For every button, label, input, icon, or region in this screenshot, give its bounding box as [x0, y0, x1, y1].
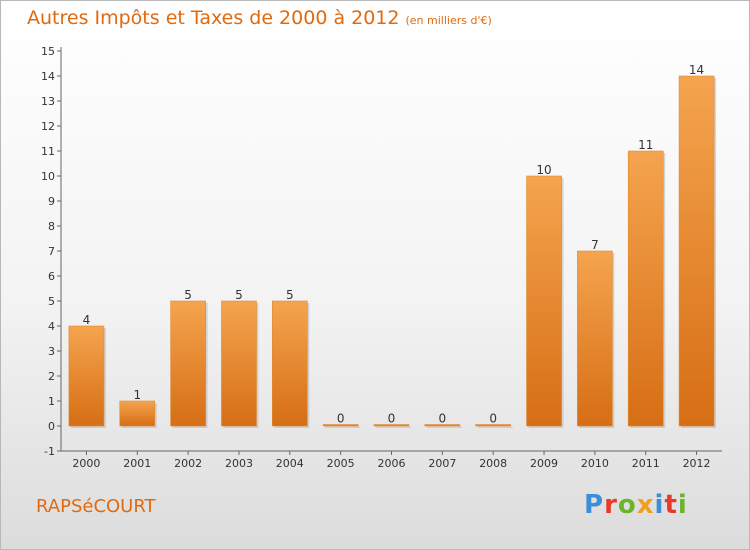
x-tick-label: 2001 — [123, 457, 151, 470]
x-tick-label: 2010 — [581, 457, 609, 470]
logo-letter: i — [654, 490, 665, 520]
logo-letter: r — [604, 490, 618, 520]
y-tick-label: 1 — [48, 395, 55, 408]
bar-shadow — [426, 426, 462, 428]
data-label: 11 — [638, 138, 653, 152]
y-tick-label: 10 — [41, 170, 55, 183]
x-tick-label: 2012 — [683, 457, 711, 470]
data-label: 0 — [439, 412, 447, 426]
x-tick-label: 2002 — [174, 457, 202, 470]
x-tick-label: 2004 — [276, 457, 304, 470]
x-tick-label: 2003 — [225, 457, 253, 470]
bar — [577, 250, 613, 427]
y-tick-label: 6 — [48, 270, 55, 283]
x-tick-label: 2009 — [530, 457, 558, 470]
proxiti-logo: Proxiti — [584, 490, 688, 520]
bar — [678, 75, 715, 427]
y-tick-label: 8 — [48, 220, 55, 233]
x-tick-label: 2000 — [72, 457, 100, 470]
bar — [272, 300, 308, 427]
bar — [475, 424, 511, 427]
y-tick-label: 4 — [48, 320, 55, 333]
y-tick-label: 9 — [48, 195, 55, 208]
bar — [627, 150, 664, 427]
data-label: 5 — [286, 288, 294, 302]
y-tick-label: 7 — [48, 245, 55, 258]
x-tick-label: 2008 — [479, 457, 507, 470]
y-tick-label: -1 — [44, 445, 55, 458]
y-tick-label: 15 — [41, 45, 55, 58]
commune-name: RAPSéCOURT — [36, 496, 156, 517]
data-label: 0 — [388, 412, 396, 426]
data-label: 10 — [536, 163, 551, 177]
data-label: 0 — [489, 412, 497, 426]
logo-letter: i — [677, 490, 688, 520]
data-label: 0 — [337, 412, 345, 426]
data-label: 7 — [591, 238, 599, 252]
data-label: 1 — [133, 388, 141, 402]
bar-shadow — [376, 426, 411, 428]
bar — [170, 300, 206, 427]
bar — [221, 300, 257, 427]
x-tick-label: 2006 — [378, 457, 406, 470]
bar — [119, 400, 156, 427]
chart-subtitle: (en milliers d'€) — [405, 14, 492, 27]
chart-title-text: Autres Impôts et Taxes de 2000 à 2012 — [27, 7, 400, 29]
data-label: 5 — [235, 288, 243, 302]
y-tick-label: 3 — [48, 345, 55, 358]
y-tick-label: 5 — [48, 295, 55, 308]
logo-letter: o — [617, 490, 637, 520]
bar — [373, 424, 410, 427]
chart-title: Autres Impôts et Taxes de 2000 à 2012 (en… — [27, 7, 492, 29]
y-tick-label: 14 — [41, 70, 55, 83]
bar — [526, 175, 562, 427]
data-label: 4 — [83, 313, 91, 327]
bar — [68, 325, 105, 427]
data-label: 5 — [184, 288, 192, 302]
x-tick-label: 2005 — [327, 457, 355, 470]
logo-letter: x — [636, 490, 655, 520]
bar-shadow — [325, 426, 361, 428]
y-tick-label: 0 — [48, 420, 55, 433]
y-tick-label: 13 — [41, 95, 55, 108]
bar — [322, 424, 359, 427]
x-tick-label: 2007 — [428, 457, 456, 470]
y-tick-label: 12 — [41, 120, 55, 133]
x-tick-label: 2011 — [632, 457, 660, 470]
y-tick-label: 2 — [48, 370, 55, 383]
logo-letter: P — [584, 490, 605, 520]
bar — [424, 424, 461, 427]
logo-letter: t — [664, 490, 678, 520]
data-label: 14 — [689, 63, 704, 77]
bar-shadow — [477, 426, 513, 428]
y-tick-label: 11 — [41, 145, 55, 158]
